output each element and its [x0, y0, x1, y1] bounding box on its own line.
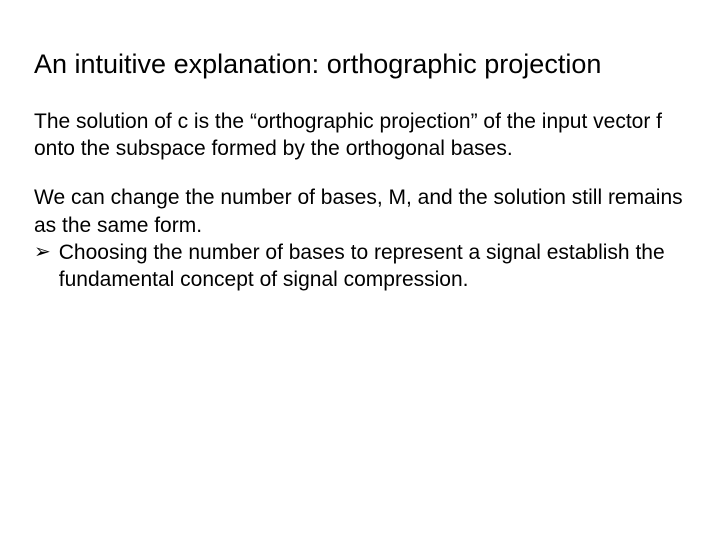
bullet-text: Choosing the number of bases to represen… — [59, 239, 686, 294]
slide: An intuitive explanation: orthographic p… — [0, 0, 720, 540]
paragraph-1: The solution of c is the “orthographic p… — [34, 108, 686, 163]
paragraph-2-line: We can change the number of bases, M, an… — [34, 184, 686, 239]
paragraph-2: We can change the number of bases, M, an… — [34, 184, 686, 293]
bullet-row: ➢ Choosing the number of bases to repres… — [34, 239, 686, 294]
slide-title: An intuitive explanation: orthographic p… — [34, 48, 686, 82]
arrow-bullet-icon: ➢ — [34, 239, 51, 266]
